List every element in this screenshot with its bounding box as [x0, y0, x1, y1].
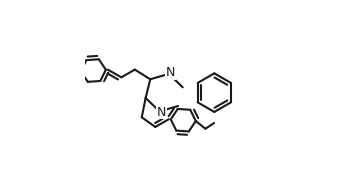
Text: N: N	[166, 66, 175, 80]
Text: N: N	[157, 106, 166, 119]
